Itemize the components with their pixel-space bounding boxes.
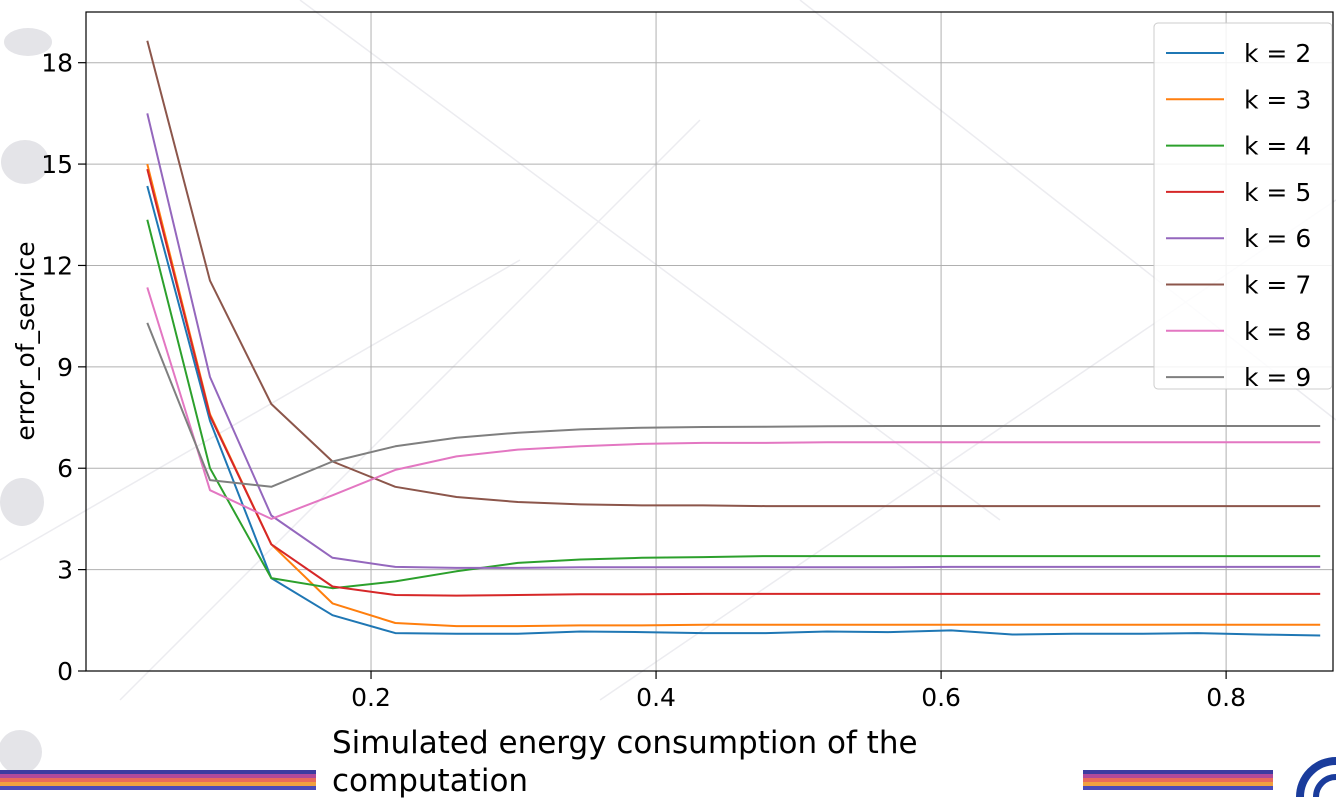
plot-frame bbox=[85, 11, 1334, 672]
y-tick-label: 18 bbox=[41, 49, 73, 78]
series-line-k8 bbox=[146, 287, 1321, 520]
chart-grid bbox=[86, 12, 1333, 671]
x-axis-label: Simulated energy consumption of the comp… bbox=[332, 725, 918, 799]
y-axis-ticks: 0 3 6 9 12 15 18 bbox=[41, 49, 86, 686]
legend-label: k = 4 bbox=[1244, 132, 1311, 161]
legend-box bbox=[1153, 22, 1333, 390]
legend-label: k = 7 bbox=[1244, 271, 1311, 300]
chart-legend: k = 2 k = 3 k = 4 k = 5 k = 6 k = 7 k = 8 k = 9 bbox=[1153, 22, 1333, 392]
y-tick-label: 3 bbox=[57, 556, 73, 585]
background-bubble-decoration bbox=[0, 28, 52, 774]
legend-label: k = 8 bbox=[1244, 317, 1311, 346]
y-tick-label: 15 bbox=[41, 150, 73, 179]
x-tick-label: 0.2 bbox=[351, 683, 391, 712]
footer-stripe-left bbox=[0, 770, 316, 790]
x-tick-label: 0.4 bbox=[636, 683, 676, 712]
legend-label: k = 3 bbox=[1244, 85, 1311, 114]
x-tick-label: 0.6 bbox=[921, 683, 961, 712]
series-line-k9 bbox=[146, 322, 1321, 488]
series-line-k7 bbox=[146, 40, 1321, 508]
legend-label: k = 2 bbox=[1244, 39, 1311, 68]
footer-stripe-right bbox=[1083, 770, 1273, 790]
series-line-k2 bbox=[146, 185, 1321, 637]
series-line-k6 bbox=[146, 113, 1321, 569]
legend-label: k = 5 bbox=[1244, 178, 1311, 207]
series-line-k4 bbox=[146, 219, 1321, 590]
legend-label: k = 9 bbox=[1244, 363, 1311, 392]
y-tick-label: 0 bbox=[57, 657, 73, 686]
y-tick-label: 12 bbox=[41, 251, 73, 280]
y-axis-label: error_of_service bbox=[11, 241, 40, 440]
chart-series-layer bbox=[146, 40, 1321, 637]
chart-axes bbox=[85, 11, 1334, 672]
x-axis-ticks: 0.2 0.4 0.6 0.8 bbox=[351, 671, 1246, 712]
y-tick-label: 9 bbox=[57, 353, 73, 382]
x-tick-label: 0.8 bbox=[1206, 683, 1246, 712]
series-line-k5 bbox=[146, 168, 1321, 597]
y-tick-label: 6 bbox=[57, 454, 73, 483]
series-line-k3 bbox=[146, 163, 1321, 628]
legend-label: k = 6 bbox=[1244, 224, 1311, 253]
